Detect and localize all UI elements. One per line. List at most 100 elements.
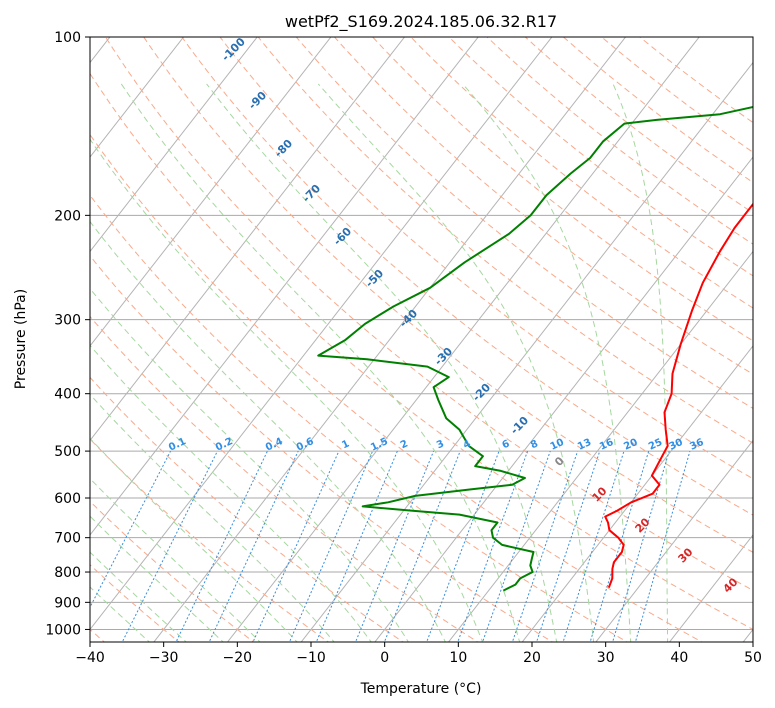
mixing-ratio-label: 8: [529, 438, 540, 451]
y-tick-label: 800: [54, 565, 81, 581]
mixing-ratio-line: [562, 450, 625, 642]
moist-adiabat-line: [90, 515, 224, 642]
x-tick-label: 10: [449, 650, 467, 666]
isotherm-line: [742, 628, 753, 642]
moist-adiabat-line: [90, 344, 372, 642]
dry-adiabat-line: [90, 194, 629, 642]
mixing-ratio-line: [589, 450, 650, 642]
isotherm-line: [374, 156, 753, 642]
isotherm-line: [226, 37, 700, 642]
adiabat-label-layer: 0.1 0.2 0.4 0.6 1 1.5 2 3 4 6 8 10 13 16 20 25 30 36-100-…: [167, 35, 741, 596]
moist-adiabat-line: [317, 83, 595, 642]
isotherm-line: [595, 439, 753, 642]
mixing-ratio-label: 6: [500, 438, 511, 451]
dry-adiabat-line: [410, 37, 753, 309]
x-tick-label: 20: [523, 650, 541, 666]
y-tick-label: 900: [54, 595, 81, 611]
mixing-ratio-line: [208, 450, 299, 642]
background-lines: [90, 37, 753, 642]
dry-adiabat-label: -30: [432, 345, 455, 368]
axis-layer: −40 −30 −20 −10 0 10 20 30 40 50 100 200 300 400 500 60…: [45, 30, 762, 666]
mixing-ratio-label: 20: [622, 437, 639, 453]
mixing-ratio-label: 25: [647, 437, 664, 453]
mixing-ratio-line: [355, 450, 435, 642]
dry-adiabat-label: -60: [331, 225, 354, 248]
mixing-ratio-line: [612, 450, 670, 642]
isotherm-line: [668, 534, 753, 642]
x-tick-label: −20: [223, 650, 253, 666]
moist-adiabat-line: [90, 138, 484, 642]
moist-adiabat-line: [462, 83, 632, 642]
chart-title: wetPf2_S169.2024.185.06.32.R17: [285, 12, 557, 32]
dry-adiabat-label: -100: [219, 35, 248, 64]
x-tick-label: −30: [149, 650, 179, 666]
moist-adiabat-line: [612, 83, 669, 642]
mixing-ratio-line: [288, 450, 374, 642]
dry-adiabat-line: [257, 37, 753, 444]
dry-adiabat-line: [90, 376, 405, 642]
plot-frame: [89, 36, 754, 643]
mixing-ratio-label: 4: [462, 438, 473, 451]
isotherm-line: [90, 37, 553, 631]
mixing-ratio-line: [634, 450, 691, 642]
isotherm-line: [90, 37, 185, 158]
y-tick-label: 600: [54, 491, 81, 507]
isotherm-line: [153, 37, 627, 642]
dry-adiabat-line: [90, 315, 479, 642]
temperature-profile-line: [604, 202, 753, 588]
moist-adiabat-line: [90, 393, 335, 642]
dry-adiabat-line: [219, 37, 753, 480]
mixing-ratio-line: [383, 450, 461, 642]
dry-adiabat-label: 10: [590, 484, 610, 504]
dry-adiabat-line: [104, 37, 753, 591]
dry-adiabat-label: -90: [246, 89, 269, 112]
dry-adiabat-line: [90, 133, 703, 642]
moist-adiabat-line: [120, 83, 521, 642]
series-layer: [317, 105, 753, 592]
mixing-ratio-label: 2: [399, 438, 410, 451]
isotherm-line: [90, 37, 332, 347]
dry-adiabat-label: -80: [272, 137, 295, 160]
dry-adiabat-label: -50: [363, 267, 386, 290]
moist-adiabat-line: [90, 287, 409, 642]
mixing-ratio-label: 10: [549, 437, 566, 453]
isotherm-line: [90, 37, 479, 536]
isotherm-line: [300, 61, 753, 642]
dry-adiabat-label: -70: [300, 182, 323, 205]
mixing-ratio-label: 13: [576, 437, 593, 453]
y-tick-label: 500: [54, 444, 81, 460]
moist-adiabat-line: [90, 551, 187, 642]
y-tick-label: 300: [54, 313, 81, 329]
dry-adiabat-label: 40: [721, 575, 741, 595]
moist-adiabat-line: [90, 586, 151, 642]
dewpoint-profile-line: [317, 105, 753, 592]
dry-adiabat-line: [90, 564, 180, 642]
moist-adiabat-line: [90, 220, 446, 642]
y-axis-label: Pressure (hPa): [13, 289, 29, 389]
mixing-ratio-line: [536, 450, 601, 642]
mixing-ratio-line: [315, 450, 398, 642]
y-tick-label: 1000: [45, 622, 81, 638]
dry-adiabat-line: [371, 37, 753, 342]
isotherm-line: [90, 37, 258, 253]
dry-adiabat-line: [90, 72, 753, 630]
y-tick-label: 200: [54, 208, 81, 224]
mixing-ratio-label: 30: [667, 437, 684, 453]
dry-adiabat-line: [90, 500, 255, 642]
mixing-ratio-line: [426, 450, 500, 642]
x-tick-label: 40: [670, 650, 688, 666]
mixing-ratio-label: 16: [598, 437, 615, 453]
isotherm-line: [447, 250, 753, 642]
dry-adiabat-line: [448, 37, 753, 277]
mixing-ratio-label: 36: [688, 437, 705, 453]
dry-adiabat-line: [143, 37, 753, 553]
mixing-ratio-label: 1: [340, 438, 351, 451]
dry-adiabat-label: -10: [508, 414, 531, 437]
dry-adiabat-line: [181, 37, 753, 516]
y-tick-label: 700: [54, 531, 81, 547]
isotherm-line: [521, 345, 753, 642]
x-tick-label: 50: [744, 650, 762, 666]
mixing-ratio-line: [121, 450, 218, 642]
isotherm-line: [90, 37, 406, 442]
moist-adiabat-line: [206, 83, 558, 642]
